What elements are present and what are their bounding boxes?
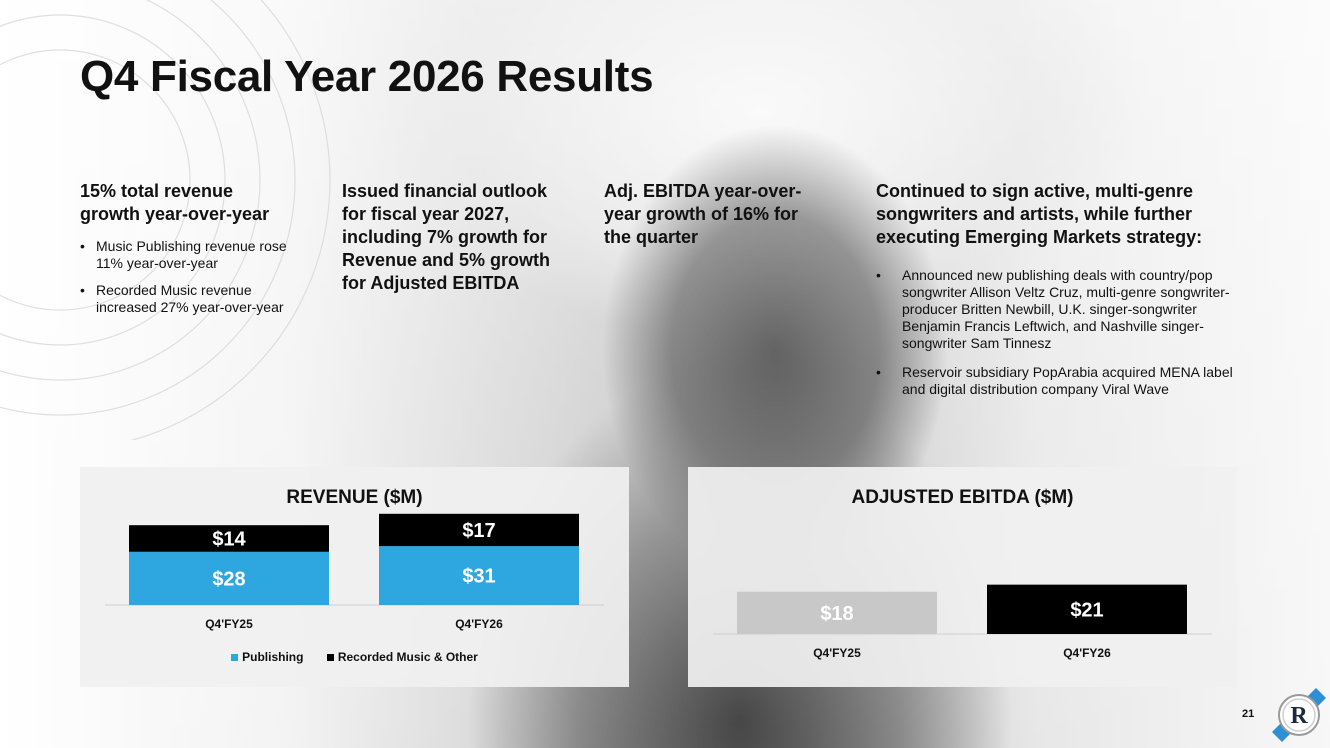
- data-label: $18: [820, 603, 853, 625]
- bullet-item: Recorded Music revenue increased 27% yea…: [80, 282, 295, 316]
- data-label: $17: [462, 520, 495, 542]
- legend-label: Publishing: [242, 650, 304, 664]
- revenue-chart-panel: REVENUE ($M) $28 $14 Q4'FY25 $31 $17 Q4'FY26 …: [80, 467, 629, 687]
- bar-publishing-0: [129, 551, 329, 605]
- x-tick-label: Q4'FY25: [205, 617, 253, 631]
- legend-item-publishing: Publishing: [231, 650, 303, 664]
- legend-swatch: [231, 654, 239, 662]
- bar-ebitda-1: [987, 584, 1187, 634]
- highlight-revenue-growth: 15% total revenue growth year-over-year …: [80, 180, 295, 326]
- bullet-item: Reservoir subsidiary PopArabia acquired …: [876, 364, 1246, 398]
- chart-title: REVENUE ($M): [286, 487, 423, 508]
- highlight-bullets: Announced new publishing deals with coun…: [876, 267, 1246, 398]
- bar-recorded-1: [379, 513, 579, 547]
- bar-ebitda-0: [737, 591, 937, 634]
- ebitda-chart-panel: ADJUSTED EBITDA ($M) $18 Q4'FY25 $21 Q4'FY2…: [688, 467, 1237, 687]
- bar-recorded-0: [129, 525, 329, 552]
- bar-publishing-1: [379, 546, 579, 605]
- page-number: 21: [1242, 708, 1255, 720]
- chart-title: ADJUSTED EBITDA ($M): [851, 487, 1074, 508]
- highlight-heading: Adj. EBITDA year-over-year growth of 16%…: [604, 181, 802, 247]
- data-label: $28: [212, 568, 245, 590]
- revenue-chart: $28 $14 Q4'FY25 $31 $17 Q4'FY26: [105, 513, 604, 631]
- x-tick-label: Q4'FY26: [1063, 646, 1111, 660]
- highlight-ebitda-growth: Adj. EBITDA year-over-year growth of 16%…: [604, 180, 829, 249]
- highlight-heading: 15% total revenue growth year-over-year: [80, 181, 270, 224]
- chart-legend: Publishing Recorded Music & Other: [80, 650, 629, 664]
- highlight-heading: Continued to sign active, multi-genre so…: [876, 181, 1203, 247]
- data-label: $21: [1070, 599, 1103, 621]
- highlight-bullets: Music Publishing revenue rose 11% year-o…: [80, 238, 295, 316]
- legend-swatch: [326, 654, 334, 662]
- legend-label: Recorded Music & Other: [337, 650, 478, 664]
- highlight-heading: Issued financial outlook for fiscal year…: [342, 181, 551, 293]
- decorative-arcs: [0, 0, 331, 440]
- svg-text:R: R: [1290, 703, 1308, 729]
- data-label: $14: [212, 529, 246, 551]
- bullet-item: Music Publishing revenue rose 11% year-o…: [80, 238, 295, 272]
- ebitda-chart: $18 Q4'FY25 $21 Q4'FY26: [713, 584, 1212, 660]
- data-label: $31: [462, 566, 495, 588]
- legend-item-recorded: Recorded Music & Other: [326, 650, 478, 664]
- reservoir-r-logo-icon: R: [1272, 688, 1326, 742]
- x-tick-label: Q4'FY25: [813, 646, 861, 660]
- highlight-outlook: Issued financial outlook for fiscal year…: [342, 180, 552, 295]
- x-tick-label: Q4'FY26: [455, 617, 503, 631]
- page-title: Q4 Fiscal Year 2026 Results: [80, 52, 654, 101]
- bullet-item: Announced new publishing deals with coun…: [876, 267, 1246, 352]
- highlight-signings: Continued to sign active, multi-genre so…: [876, 180, 1246, 410]
